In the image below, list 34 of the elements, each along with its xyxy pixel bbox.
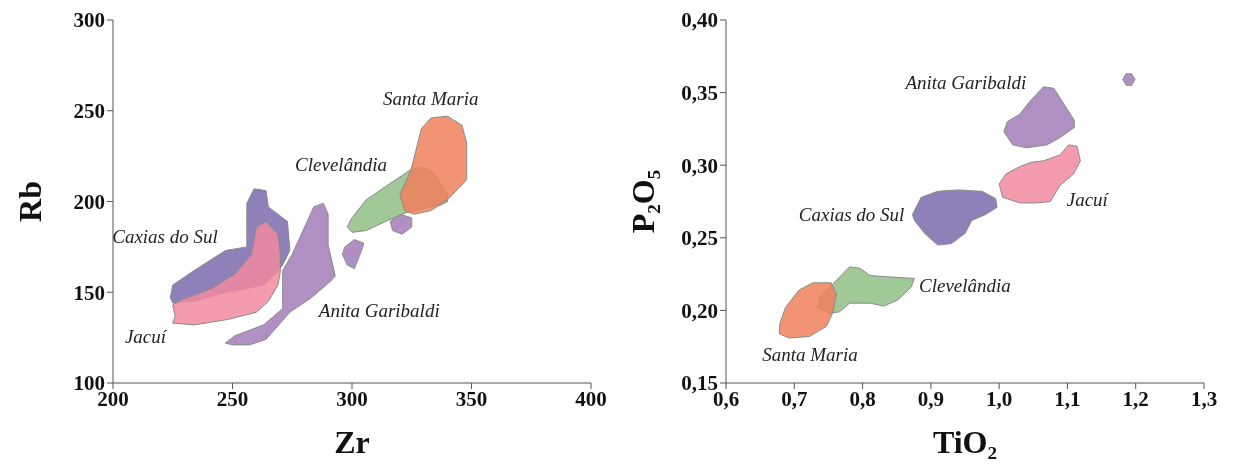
series-label: Caxias do Sul: [798, 203, 905, 225]
series-label: Caxias do Sul: [112, 225, 218, 247]
y-tick-label: 300: [73, 8, 105, 33]
y-tick-label: 0,30: [681, 153, 718, 178]
series-label: Anita Garibaldi: [316, 299, 440, 321]
x-tick-label: 300: [336, 386, 368, 411]
series-label: Anita Garibaldi: [903, 72, 1027, 94]
x-tick-label: 250: [216, 386, 249, 411]
series-label: Clevelândia: [295, 154, 387, 176]
x-tick-label: 1,2: [1122, 386, 1149, 411]
x-tick-label: 0,9: [917, 386, 944, 411]
series-label: Jacuí: [124, 326, 168, 348]
x-tick-label: 1,1: [1054, 386, 1081, 411]
y-tick-label: 0,40: [681, 8, 718, 33]
x-tick-label: 350: [455, 386, 488, 411]
y-tick-label: 0,25: [681, 226, 718, 251]
series-label: Clevelândia: [919, 275, 1011, 297]
y-tick-label: 0,20: [681, 298, 718, 323]
x-tick-label: 1,0: [986, 386, 1013, 411]
x-tick-label: 0,7: [781, 386, 808, 411]
x-axis-title: TiO₂: [932, 424, 998, 460]
x-tick-label: 0,8: [849, 386, 876, 411]
series-label: Santa Maria: [382, 88, 479, 110]
x-tick-label: 1,3: [1190, 386, 1218, 411]
series-label: Santa Maria: [762, 343, 858, 365]
y-axis-title: P₂O₅: [625, 169, 662, 234]
y-tick-label: 200: [73, 189, 105, 214]
y-tick-label: 250: [73, 99, 105, 124]
x-tick-label: 400: [575, 386, 607, 411]
x-axis-title: Zr: [334, 424, 370, 460]
y-tick-label: 150: [73, 280, 105, 305]
y-tick-label: 0,35: [681, 81, 718, 106]
y-axis-title: Rb: [12, 181, 49, 222]
series-label: Jacuí: [1066, 188, 1110, 210]
